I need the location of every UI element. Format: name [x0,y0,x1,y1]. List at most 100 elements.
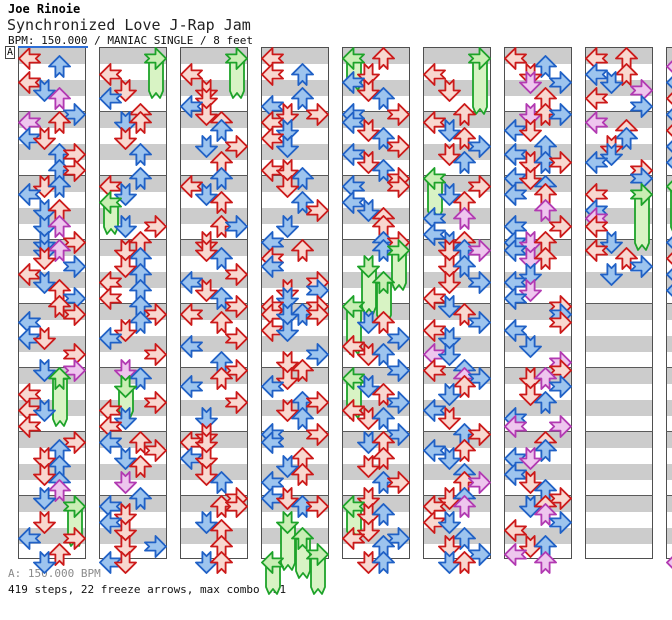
note-arrow-left-icon [99,431,122,454]
measure-line [585,303,653,304]
note-arrow-up-icon [372,383,395,406]
note-arrow-left-icon [342,111,365,134]
measure-line [18,431,86,432]
note-arrow-down-icon [438,119,461,142]
measure-line [423,175,491,176]
bpm-marker-label: A [5,46,16,59]
note-arrow-right-icon [306,543,329,566]
note-arrow-left-icon [666,175,672,198]
note-arrow-up-icon [210,247,233,270]
note-arrow-left-icon [261,375,284,398]
note-arrow-left-icon [504,287,527,310]
note-arrow-down-icon [438,183,461,206]
note-arrow-down-icon [33,487,56,510]
note-arrow-up-icon [48,87,71,110]
note-arrow-up-icon [534,199,557,222]
note-arrow-down-icon [195,231,218,254]
note-arrow-right-icon [387,175,410,198]
note-arrow-right-icon [63,103,86,126]
note-arrow-down-icon [195,431,218,454]
note-arrow-right-icon [225,295,248,318]
measure-line [180,303,248,304]
note-arrow-right-icon [225,215,248,238]
note-arrow-down-icon [114,471,137,494]
note-arrow-left-icon [18,183,41,206]
note-arrow-up-icon [48,239,71,262]
note-arrow-left-icon [261,551,284,574]
note-arrow-left-icon [180,375,203,398]
note-arrow-left-icon [423,319,446,342]
note-arrow-down-icon [33,247,56,270]
note-arrow-left-icon [342,295,365,318]
note-arrow-left-icon [18,527,41,550]
note-arrow-up-icon [453,527,476,550]
note-arrow-down-icon [195,135,218,158]
note-arrow-down-icon [600,135,623,158]
note-arrow-left-icon [585,151,608,174]
note-arrow-down-icon [438,535,461,558]
note-arrow-right-icon [144,391,167,414]
note-arrow-left-icon [261,127,284,150]
note-arrow-right-icon [225,263,248,286]
note-arrow-left-icon [504,143,527,166]
note-arrow-right-icon [306,495,329,518]
note-arrow-up-icon [48,175,71,198]
note-arrow-down-icon [357,455,380,478]
note-arrow-up-icon [372,47,395,70]
note-arrow-up-icon [210,287,233,310]
note-arrow-up-icon [210,119,233,142]
freeze-arrow-body [390,251,407,291]
note-arrow-up-icon [129,111,152,134]
note-arrow-right-icon [144,303,167,326]
note-arrow-right-icon [549,103,572,126]
measure-line [261,303,329,304]
note-arrow-down-icon [33,511,56,534]
note-arrow-left-icon [585,63,608,86]
note-arrow-left-icon [342,47,365,70]
note-arrow-right-icon [225,359,248,382]
note-arrow-up-icon [453,151,476,174]
note-arrow-down-icon [438,143,461,166]
note-arrow-up-icon [48,367,71,390]
freeze-arrow-body [309,555,326,595]
note-arrow-down-icon [114,255,137,278]
measure-line [342,175,410,176]
note-arrow-left-icon [180,63,203,86]
measure-line [504,303,572,304]
note-arrow-right-icon [549,151,572,174]
note-arrow-down-icon [195,239,218,262]
note-arrow-left-icon [666,151,672,174]
note-arrow-right-icon [468,543,491,566]
note-arrow-up-icon [48,479,71,502]
note-arrow-left-icon [423,223,446,246]
note-arrow-right-icon [306,423,329,446]
note-arrow-up-icon [534,391,557,414]
measure-line [261,495,329,496]
note-arrow-up-icon [534,55,557,78]
measure-line [504,367,572,368]
note-arrow-down-icon [195,103,218,126]
note-arrow-right-icon [225,495,248,518]
note-arrow-left-icon [180,175,203,198]
song-title: Synchronized Love J-Rap Jam [7,16,251,34]
note-arrow-down-icon [276,135,299,158]
measure-line [180,111,248,112]
footer-stats-line: 419 steps, 22 freeze arrows, max combo 4… [8,583,287,596]
note-arrow-up-icon [129,431,152,454]
freeze-arrow-body [228,59,245,99]
note-arrow-left-icon [504,47,527,70]
note-arrow-right-icon [63,527,86,550]
note-arrow-down-icon [33,271,56,294]
note-arrow-right-icon [468,311,491,334]
note-arrow-right-icon [468,239,491,262]
note-arrow-left-icon [99,287,122,310]
note-arrow-up-icon [372,127,395,150]
note-arrow-right-icon [468,471,491,494]
note-arrow-right-icon [549,375,572,398]
note-arrow-left-icon [342,143,365,166]
measure-line [585,431,653,432]
note-arrow-left-icon [666,551,672,574]
note-arrow-right-icon [225,327,248,350]
freeze-arrow-body [51,379,68,427]
note-arrow-down-icon [33,231,56,254]
